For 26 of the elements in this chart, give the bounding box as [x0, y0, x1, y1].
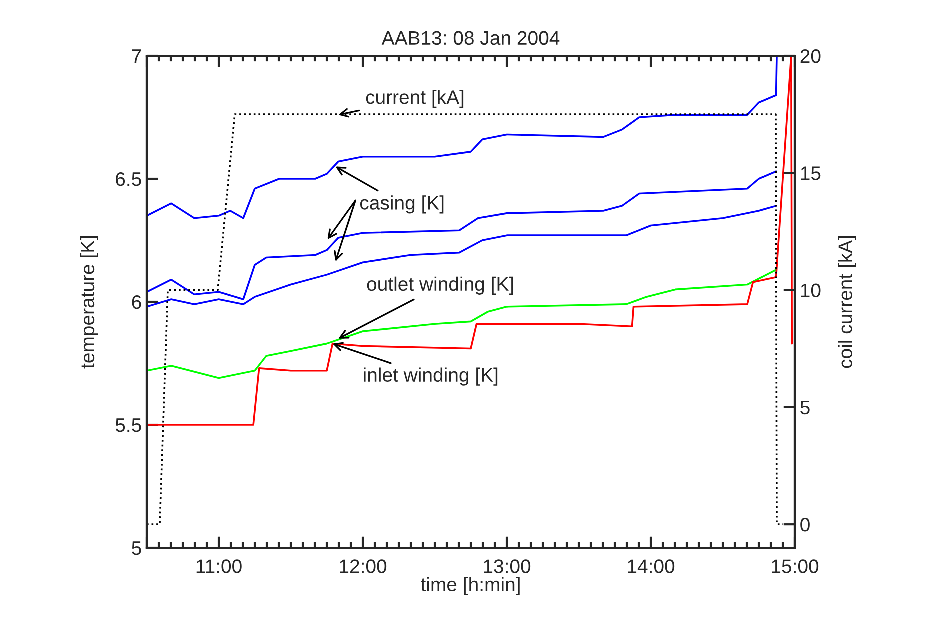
line-series: [147, 56, 794, 426]
x-tick-label: 12:00: [340, 560, 387, 574]
annotation: current [kA]: [366, 90, 464, 108]
y2-tick-label: 5: [800, 401, 810, 415]
x-tick-label: 11:00: [196, 560, 242, 574]
annotation: casing [K]: [360, 196, 444, 214]
y2-tick-label: 10: [801, 284, 821, 298]
y-tick-label: 6.5: [116, 172, 142, 186]
y2-tick-label: 20: [800, 49, 821, 64]
x-tick-label: 15:00: [772, 560, 819, 574]
x-tick-label: 13:00: [484, 560, 531, 574]
x-axis-title: time [h:min]: [421, 577, 520, 596]
x-tick-label: 14:00: [628, 560, 675, 574]
chart-title: AAB13: 08 Jan 2004: [382, 31, 560, 46]
y-tick-label: 5: [132, 542, 142, 556]
annotation: outlet winding [K]: [367, 276, 514, 295]
y2-tick-label: 15: [801, 166, 821, 180]
y2-axis-title: coil current [kA]: [838, 236, 856, 368]
line-series: [147, 56, 778, 220]
annotation: inlet winding [K]: [364, 368, 498, 386]
y-tick-label: 7: [132, 50, 142, 64]
y2-tick-label: 0: [800, 518, 810, 532]
y-axis-title: temperature [K]: [80, 236, 98, 369]
line-series: [147, 170, 778, 300]
y-tick-label: 6: [132, 295, 142, 310]
y-tick-label: 5.5: [116, 418, 142, 432]
